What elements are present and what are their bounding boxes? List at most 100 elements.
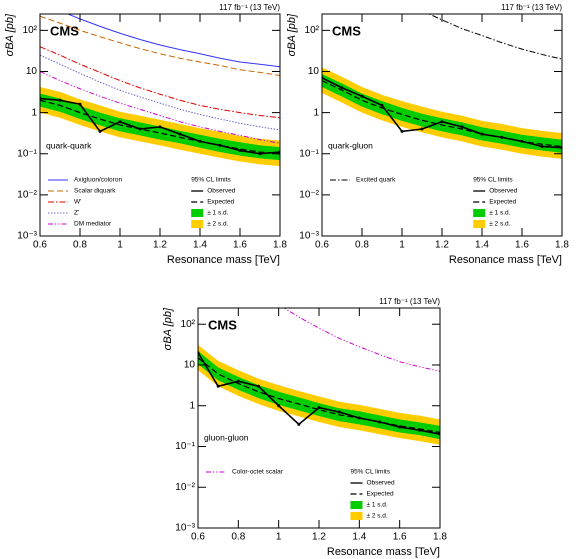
data-point <box>500 135 504 139</box>
data-point <box>257 384 260 388</box>
y-tick-label: 10 <box>308 66 320 77</box>
line <box>40 54 280 131</box>
data-point <box>258 152 262 156</box>
data-point <box>216 384 220 388</box>
y-tick-label: 1 <box>31 107 37 118</box>
y-tick-label: 1 <box>313 107 319 118</box>
y-tick-label: 10 <box>184 360 196 371</box>
line <box>283 308 440 372</box>
data-point <box>218 143 222 147</box>
legend-label: Excited quark <box>356 177 396 184</box>
x-tick-label: 1 <box>276 532 282 543</box>
lumi-label: 117 fb⁻¹ (13 TeV) <box>219 3 280 12</box>
experiment-label: CMS <box>50 23 79 38</box>
data-point <box>297 422 301 426</box>
data-point <box>420 127 424 131</box>
data-point <box>236 379 240 383</box>
x-tick-label: 0.6 <box>315 240 329 251</box>
y-tick-label: 10² <box>305 25 320 36</box>
data-point <box>440 120 444 124</box>
experiment-label: CMS <box>208 317 237 332</box>
y-tick-label: 10⁻³ <box>17 231 37 242</box>
data-point <box>520 139 524 143</box>
line <box>40 99 280 155</box>
legend-label: ± 2 s.d. <box>489 221 510 228</box>
x-tick-label: 1.8 <box>433 532 447 543</box>
legend-label: ± 1 s.d. <box>366 502 387 509</box>
y-tick-label: 10⁻² <box>175 482 195 493</box>
data-point <box>460 125 464 129</box>
line <box>40 15 280 76</box>
legend-swatch <box>473 209 486 217</box>
panel: 10⁻³ 10⁻² 10⁻¹ 1 10 10² 0.6 0.8 1 1.2 1.4 1.6 1.8 CMS… <box>286 3 569 266</box>
panel: 10⁻³ 10⁻² 10⁻¹ 1 10 10² 0.6 0.8 1 1.2 1.4 1.6 1.8 CMS… <box>4 3 287 266</box>
lumi-label: 117 fb⁻¹ (13 TeV) <box>379 297 440 306</box>
data-point <box>378 420 381 424</box>
y-tick-label: 10⁻² <box>17 190 37 201</box>
legend-title: 95% CL limits <box>473 177 513 184</box>
y-tick-label: 10⁻² <box>299 190 319 201</box>
data-point <box>340 86 344 90</box>
y-tick-label: 10 <box>26 66 38 77</box>
legend-label: Z' <box>74 210 79 217</box>
data-point <box>158 125 162 129</box>
legend-label: Expected <box>489 199 516 206</box>
data-point <box>540 145 544 149</box>
line <box>40 46 280 119</box>
x-axis-label: Resonance mass [TeV] <box>449 254 562 266</box>
y-axis-label: σBA [pb] <box>4 13 16 56</box>
plot-area <box>40 14 280 167</box>
data-point <box>238 148 242 152</box>
x-tick-label: 1.8 <box>555 240 569 251</box>
legend-label: Scalar diquark <box>74 188 116 195</box>
legend-swatch <box>473 220 486 228</box>
legend-label: Expected <box>207 199 234 206</box>
legend-label: Observed <box>366 480 395 487</box>
data-point <box>118 120 122 124</box>
legend-label: W' <box>74 199 81 206</box>
y-tick-label: 10⁻¹ <box>299 148 319 159</box>
data-point <box>78 102 82 106</box>
data-point <box>360 94 364 98</box>
y-tick-label: 10⁻³ <box>299 231 319 242</box>
legend-swatch <box>350 512 363 520</box>
y-axis-label: σBA [pb] <box>286 13 298 56</box>
y-tick-label: 10⁻³ <box>175 523 195 534</box>
channel-label: quark-quark <box>46 140 92 150</box>
data-point <box>337 410 341 414</box>
data-point <box>380 103 384 107</box>
data-point <box>398 425 402 429</box>
legend-swatch <box>191 220 204 228</box>
legend-label: ± 1 s.d. <box>489 210 510 217</box>
legend-label: ± 2 s.d. <box>366 513 387 520</box>
line <box>427 14 562 60</box>
data-point <box>480 132 484 136</box>
x-tick-label: 1 <box>399 240 405 251</box>
legend-label: ± 1 s.d. <box>207 210 228 217</box>
x-tick-label: 1.4 <box>193 240 207 251</box>
x-tick-label: 0.8 <box>355 240 369 251</box>
x-axis-label: Resonance mass [TeV] <box>327 546 440 558</box>
data-point <box>58 98 62 102</box>
legend-label: Axigluon/coloron <box>74 177 122 184</box>
plot-area <box>322 14 562 159</box>
x-tick-label: 0.6 <box>33 240 47 251</box>
legend-label: Expected <box>366 491 393 498</box>
y-tick-label: 10⁻¹ <box>17 148 37 159</box>
x-tick-label: 0.8 <box>231 532 245 543</box>
data-point <box>400 129 404 133</box>
y-tick-label: 10² <box>23 25 38 36</box>
x-tick-label: 1.8 <box>273 240 287 251</box>
data-point <box>277 404 281 408</box>
y-tick-label: 1 <box>189 400 195 411</box>
x-tick-label: 0.6 <box>191 532 205 543</box>
x-tick-label: 1.4 <box>475 240 489 251</box>
panel: 10⁻³ 10⁻² 10⁻¹ 1 10 10² 0.6 0.8 1 1.2 1.4 1.6 1.8 CMS… <box>162 297 447 558</box>
x-tick-label: 1.2 <box>153 240 167 251</box>
x-tick-label: 1.2 <box>435 240 449 251</box>
data-point <box>357 416 361 420</box>
legend-label: DM mediator <box>74 221 112 228</box>
data-point <box>138 127 142 131</box>
legend-label: Observed <box>207 188 236 195</box>
channel-label: quark-gluon <box>328 140 373 150</box>
